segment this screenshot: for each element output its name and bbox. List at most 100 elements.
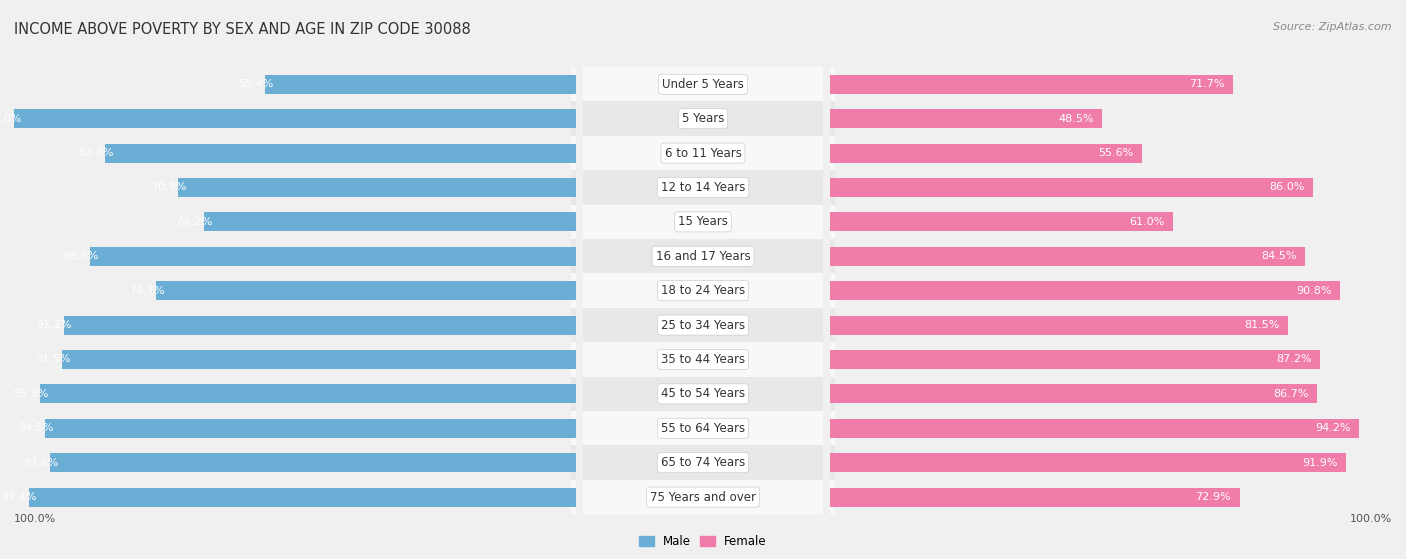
Text: 55.6%: 55.6% [1098,148,1133,158]
Bar [583,205,823,239]
Bar [830,170,835,205]
Text: 12 to 14 Years: 12 to 14 Years [661,181,745,194]
Bar [571,342,576,377]
Bar [177,178,576,197]
Bar [830,205,835,239]
Bar [62,350,576,369]
Bar [583,239,823,273]
Bar [830,480,835,514]
Bar [830,136,835,170]
Bar [830,342,835,377]
Bar [571,377,576,411]
Text: 97.4%: 97.4% [1,492,37,502]
Bar [830,385,1317,404]
Bar [583,446,823,480]
Text: 16 and 17 Years: 16 and 17 Years [655,250,751,263]
Text: 83.8%: 83.8% [79,148,114,158]
Bar [571,102,576,136]
Text: 15 Years: 15 Years [678,215,728,229]
Text: 55 to 64 Years: 55 to 64 Years [661,422,745,435]
Bar [830,411,835,446]
Bar [264,75,576,94]
Bar [204,212,576,231]
Bar [830,446,835,480]
Bar [571,239,576,273]
Bar [830,212,1173,231]
Bar [830,67,835,102]
Bar [105,144,576,163]
Text: 100.0%: 100.0% [0,113,22,124]
Text: INCOME ABOVE POVERTY BY SEX AND AGE IN ZIP CODE 30088: INCOME ABOVE POVERTY BY SEX AND AGE IN Z… [14,22,471,37]
Text: 45 to 54 Years: 45 to 54 Years [661,387,745,400]
Bar [830,487,1240,506]
Bar [830,281,1340,300]
Legend: Male, Female: Male, Female [634,530,772,553]
Text: 72.9%: 72.9% [1195,492,1232,502]
Text: 86.5%: 86.5% [63,252,98,261]
Text: 66.2%: 66.2% [177,217,212,227]
Bar [830,308,835,342]
Bar [583,67,823,102]
Bar [571,205,576,239]
Text: 18 to 24 Years: 18 to 24 Years [661,284,745,297]
Bar [583,411,823,446]
Bar [571,273,576,308]
Bar [14,109,576,128]
Text: 48.5%: 48.5% [1059,113,1094,124]
Text: 90.8%: 90.8% [1296,286,1331,296]
Text: 91.5%: 91.5% [35,354,70,364]
Bar [583,342,823,377]
Bar [830,109,1102,128]
Text: 25 to 34 Years: 25 to 34 Years [661,319,745,331]
Bar [583,377,823,411]
Text: 6 to 11 Years: 6 to 11 Years [665,146,741,159]
Text: 70.9%: 70.9% [150,182,186,192]
Bar [571,480,576,514]
Text: 61.0%: 61.0% [1129,217,1164,227]
Bar [830,144,1142,163]
Text: 65 to 74 Years: 65 to 74 Years [661,456,745,469]
Bar [571,446,576,480]
Bar [830,419,1360,438]
Bar [28,487,576,506]
Text: 91.2%: 91.2% [37,320,72,330]
Bar [830,316,1288,334]
Text: 100.0%: 100.0% [1350,514,1392,524]
Text: 93.6%: 93.6% [22,458,59,468]
Bar [583,480,823,514]
Bar [583,170,823,205]
Bar [571,170,576,205]
Bar [571,136,576,170]
Bar [830,178,1313,197]
Bar [583,136,823,170]
Bar [830,239,835,273]
Text: 100.0%: 100.0% [14,514,56,524]
Text: 75 Years and over: 75 Years and over [650,491,756,504]
Bar [830,453,1347,472]
Text: 81.5%: 81.5% [1244,320,1279,330]
Bar [583,102,823,136]
Text: 86.7%: 86.7% [1274,389,1309,399]
Text: 74.7%: 74.7% [129,286,165,296]
Text: 71.7%: 71.7% [1189,79,1225,89]
Text: Under 5 Years: Under 5 Years [662,78,744,91]
Bar [571,67,576,102]
Text: 35 to 44 Years: 35 to 44 Years [661,353,745,366]
Text: 86.0%: 86.0% [1270,182,1305,192]
Text: 94.5%: 94.5% [18,423,53,433]
Bar [41,385,576,404]
Bar [583,273,823,308]
Bar [830,350,1320,369]
Bar [571,411,576,446]
Text: 5 Years: 5 Years [682,112,724,125]
Bar [156,281,576,300]
Text: Source: ZipAtlas.com: Source: ZipAtlas.com [1274,22,1392,32]
Text: 95.3%: 95.3% [14,389,49,399]
Bar [583,308,823,342]
Bar [571,308,576,342]
Bar [90,247,576,266]
Text: 87.2%: 87.2% [1275,354,1312,364]
Bar [830,377,835,411]
Bar [63,316,576,334]
Text: 94.2%: 94.2% [1315,423,1351,433]
